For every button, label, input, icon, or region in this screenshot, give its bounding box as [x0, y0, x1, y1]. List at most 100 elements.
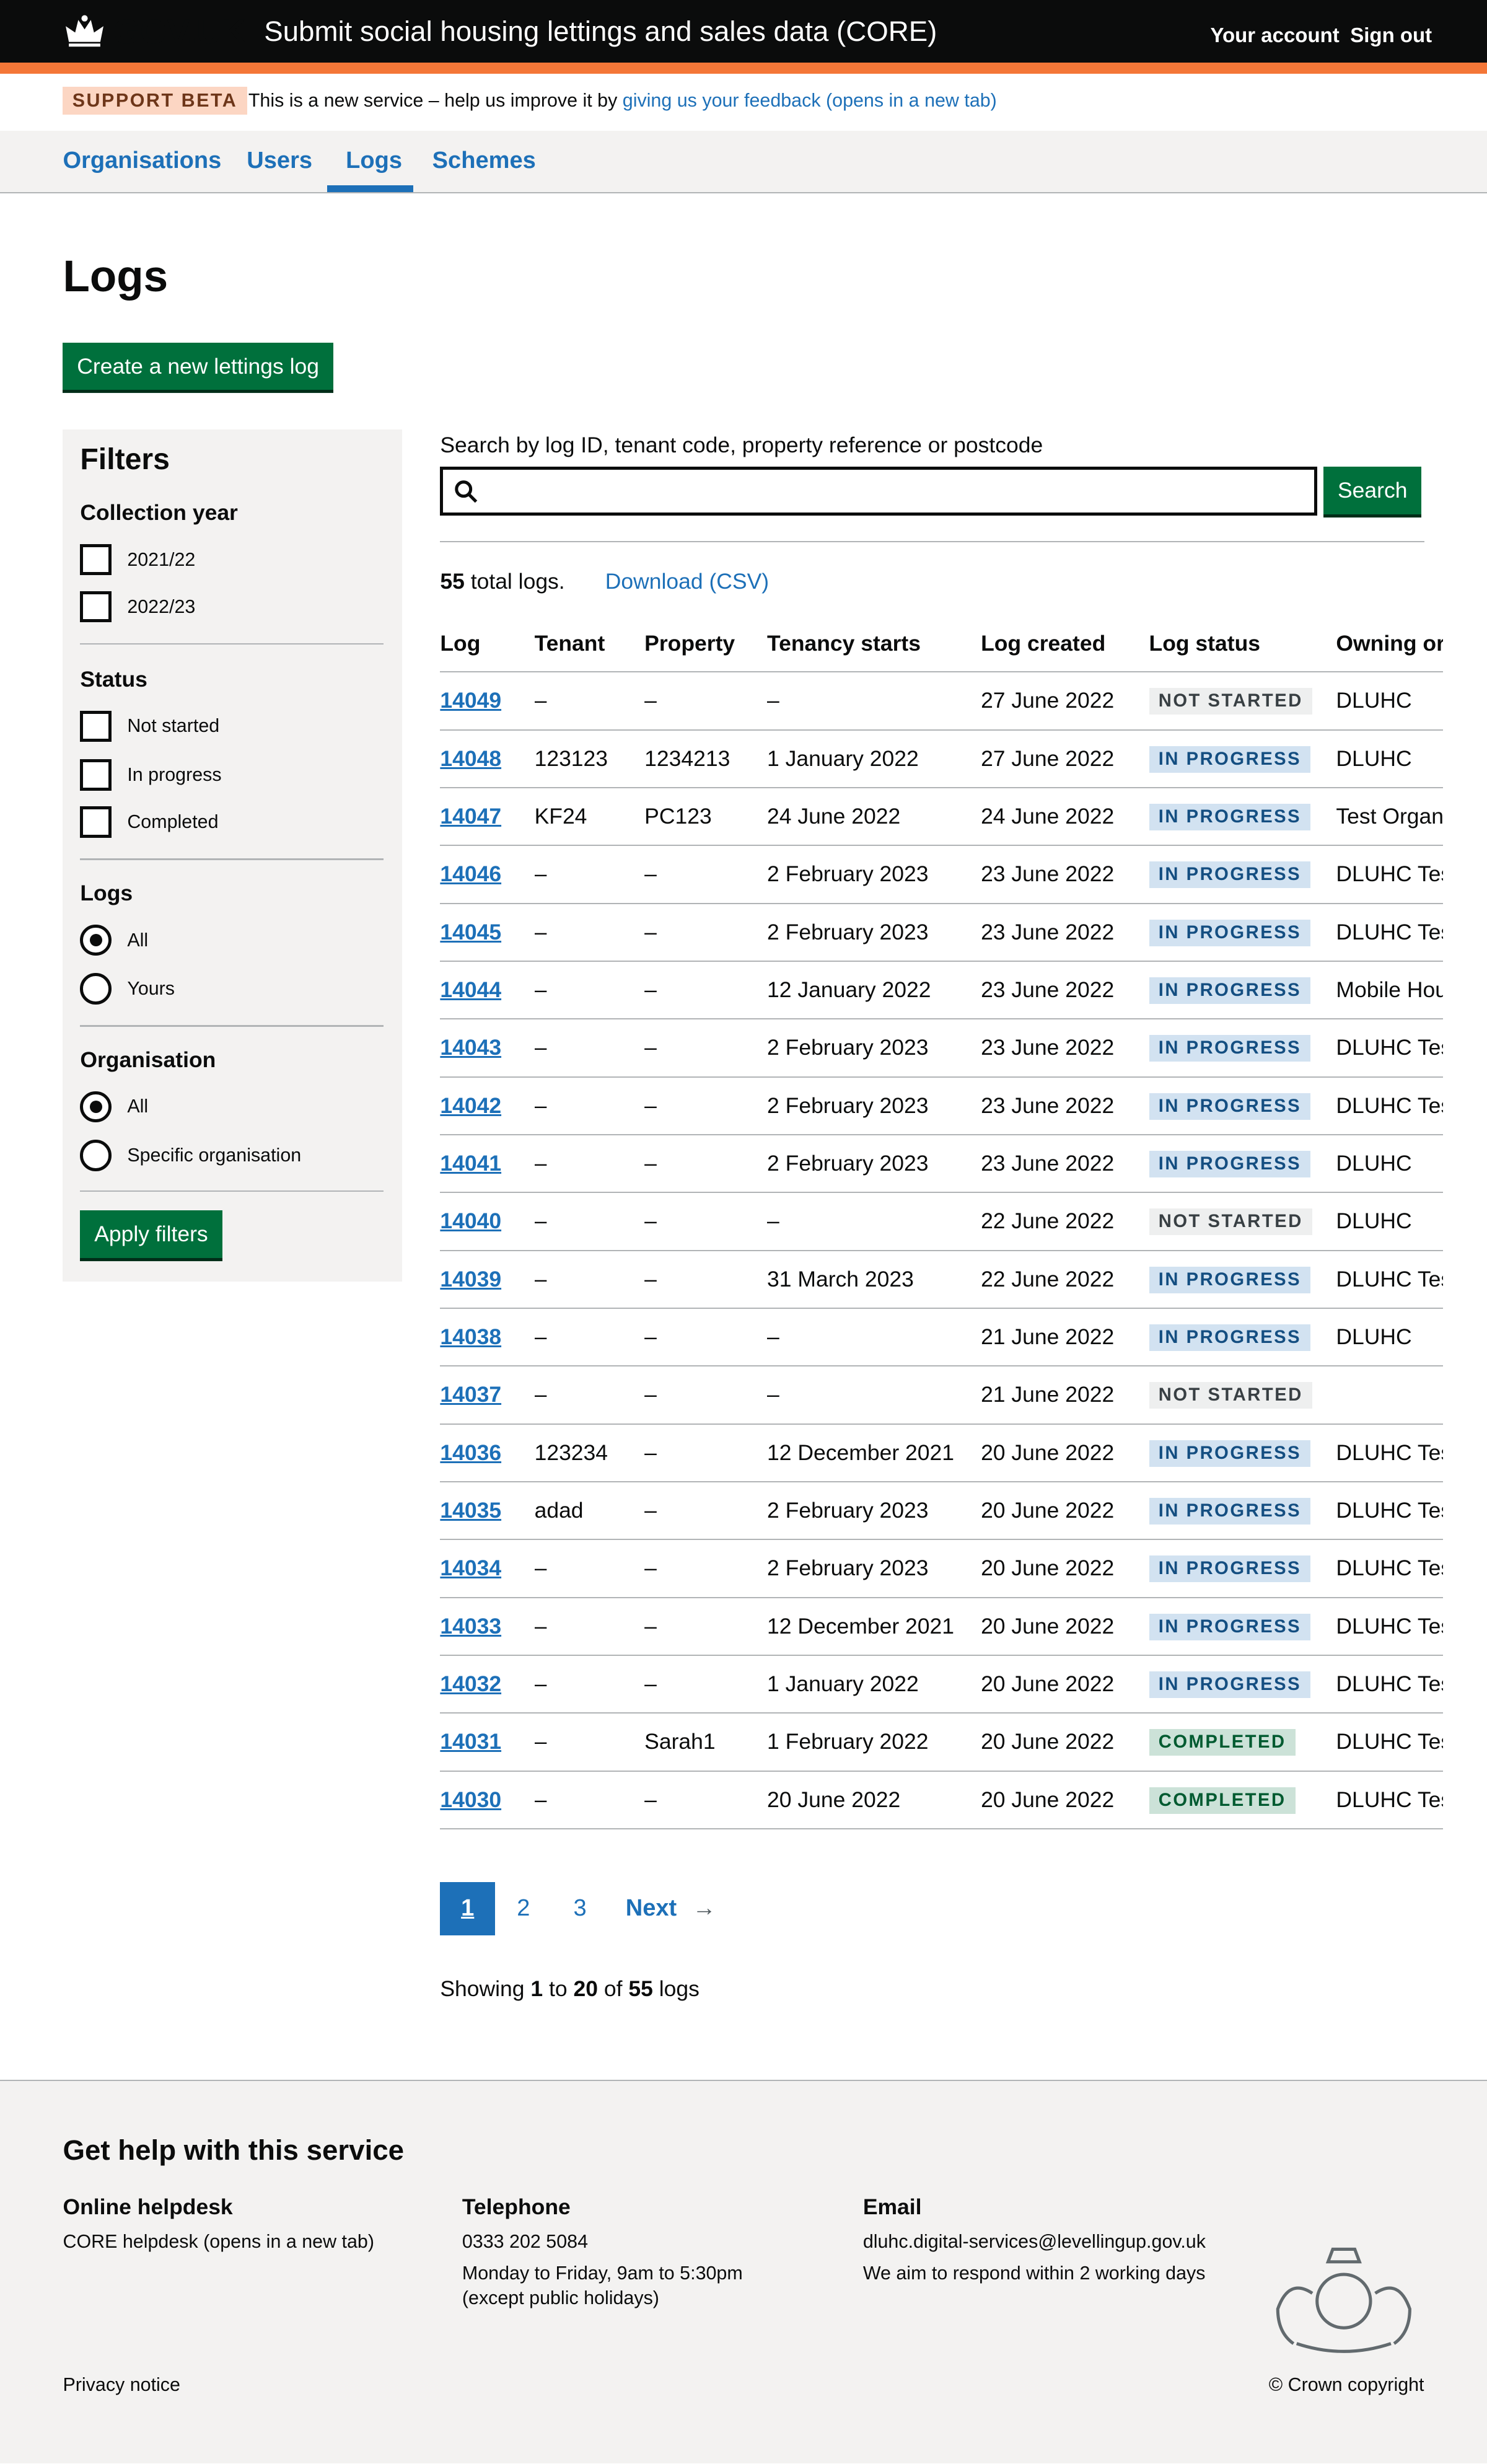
log-id-link[interactable]: 14047 — [440, 804, 502, 829]
showing-summary: Showing 1 to 20 of 55 logs — [440, 1976, 700, 2001]
log-id-link[interactable]: 14035 — [440, 1498, 502, 1523]
radio[interactable] — [80, 973, 112, 1005]
telephone-heading: Telephone — [462, 2194, 571, 2220]
pagination-page-3[interactable]: 3 — [573, 1895, 587, 1922]
column-header: Tenancy starts — [767, 616, 981, 673]
table-row: 14046– –2 February 2023 23 June 2022 IN PRO… — [440, 845, 1443, 904]
table-cell: 23 June 2022 — [981, 1134, 1149, 1194]
your-account-link[interactable]: Your account — [1210, 24, 1340, 47]
table-cell — [1336, 1366, 1443, 1425]
service-name[interactable]: Submit social housing lettings and sales… — [264, 15, 937, 48]
log-id-link[interactable]: 14049 — [440, 688, 502, 713]
email-link[interactable]: dluhc.digital-services@levellingup.gov.u… — [862, 2230, 1206, 2252]
table-cell: 23 June 2022 — [981, 1019, 1149, 1078]
table-row: 14047 KF24 PC123 24 June 2022 24 June 2022 IN… — [440, 787, 1443, 847]
checkbox-2022-23[interactable]: 2022/23 — [80, 591, 195, 623]
log-id-link[interactable]: 14041 — [440, 1151, 502, 1176]
table-cell: 14037 — [440, 1366, 535, 1425]
nav-schemes[interactable]: Schemes — [432, 147, 536, 174]
checkbox[interactable] — [80, 591, 112, 623]
radio-org-all[interactable]: All — [80, 1091, 148, 1123]
log-id-link[interactable]: 14032 — [440, 1671, 502, 1697]
table-cell: 2 February 2023 — [767, 903, 981, 962]
log-id-link[interactable]: 14036 — [440, 1440, 502, 1465]
log-id-link[interactable]: 14039 — [440, 1266, 502, 1291]
pagination-page-1[interactable]: 1 — [440, 1881, 496, 1936]
search-input[interactable] — [440, 467, 1317, 516]
table-cell: 14034 — [440, 1539, 535, 1598]
log-id-link[interactable]: 14037 — [440, 1382, 502, 1407]
log-id-link[interactable]: 14031 — [440, 1729, 502, 1754]
log-id-link[interactable]: 14045 — [440, 919, 502, 944]
log-id-link[interactable]: 14043 — [440, 1035, 502, 1060]
download-csv-link[interactable]: Download (CSV) — [605, 569, 770, 594]
log-id-link[interactable]: 14048 — [440, 746, 502, 771]
crown-copyright-link[interactable]: © Crown copyright — [1268, 2374, 1424, 2395]
collection-year-label: Collection year — [80, 499, 238, 525]
nav-users[interactable]: Users — [247, 147, 313, 174]
feedback-link[interactable]: giving us your feedback (opens in a new … — [622, 89, 997, 111]
status-badge: IN PROGRESS — [1149, 919, 1311, 946]
log-id-link[interactable]: 14046 — [440, 861, 502, 887]
log-id-link[interactable]: 14040 — [440, 1208, 502, 1234]
table-row: 14030– –20 June 2022 20 June 2022 COMPLETED… — [440, 1771, 1443, 1829]
checkbox[interactable] — [80, 759, 112, 791]
table-cell: – — [644, 1192, 768, 1251]
table-cell: 14036 — [440, 1423, 535, 1482]
checkbox[interactable] — [80, 543, 112, 576]
helpdesk-link[interactable]: CORE helpdesk (opens in a new tab) — [63, 2230, 374, 2252]
nav-logs[interactable]: Logs — [346, 147, 403, 174]
checkbox-not-started[interactable]: Not started — [80, 710, 219, 742]
log-id-link[interactable]: 14030 — [440, 1787, 502, 1812]
table-cell: – — [767, 1192, 981, 1251]
log-id-link[interactable]: 14042 — [440, 1093, 502, 1118]
apply-filters-button[interactable]: Apply filters — [80, 1210, 222, 1258]
table-cell: 24 June 2022 — [981, 787, 1149, 847]
radio[interactable] — [80, 1140, 112, 1171]
table-cell: – — [534, 1597, 645, 1656]
table-cell: 14042 — [440, 1076, 535, 1135]
radio[interactable] — [80, 1091, 112, 1123]
search-icon — [455, 480, 478, 503]
table-cell: – — [644, 1076, 768, 1135]
checkbox-in-progress[interactable]: In progress — [80, 759, 222, 791]
table-cell: IN PROGRESS — [1149, 903, 1336, 962]
pagination-page-2[interactable]: 2 — [517, 1895, 530, 1922]
table-cell: IN PROGRESS — [1149, 1076, 1336, 1135]
table-cell: 2 February 2023 — [767, 1539, 981, 1598]
nav-organisations[interactable]: Organisations — [63, 147, 222, 174]
table-cell: COMPLETED — [1149, 1771, 1336, 1829]
log-id-link[interactable]: 14033 — [440, 1613, 502, 1639]
radio-logs-yours[interactable]: Yours — [80, 973, 175, 1005]
table-row: 14038– – –21 June 2022 IN PROGRESS DLUHC — [440, 1308, 1443, 1367]
log-id-link[interactable]: 14044 — [440, 977, 502, 1003]
privacy-notice-link[interactable]: Privacy notice — [63, 2374, 180, 2395]
table-cell: DLUHC — [1336, 1134, 1443, 1194]
column-header: Property — [644, 616, 768, 673]
telephone-number: 0333 202 5084 — [462, 2230, 588, 2252]
search-button[interactable]: Search — [1323, 467, 1422, 514]
checkbox-2021-22[interactable]: 2021/22 — [80, 543, 195, 576]
sign-out-link[interactable]: Sign out — [1350, 24, 1432, 47]
table-cell: DLUHC — [1336, 672, 1443, 731]
radio-logs-all[interactable]: All — [80, 924, 148, 956]
checkbox[interactable] — [80, 806, 112, 838]
pagination-next[interactable]: Next → — [625, 1895, 716, 1922]
table-cell: – — [534, 1366, 645, 1425]
radio-org-specific[interactable]: Specific organisation — [80, 1140, 301, 1171]
radio[interactable] — [80, 924, 112, 956]
log-id-link[interactable]: 14038 — [440, 1324, 502, 1350]
status-badge: IN PROGRESS — [1149, 1093, 1311, 1120]
filters-title: Filters — [80, 442, 170, 476]
log-id-link[interactable]: 14034 — [440, 1555, 502, 1581]
crown-icon — [66, 15, 104, 47]
create-lettings-log-button[interactable]: Create a new lettings log — [63, 343, 333, 390]
table-header-row: Log Tenant Property Tenancy starts Log creat… — [440, 616, 1443, 673]
footer: Get help with this service Online helpde… — [0, 2080, 1487, 2464]
govuk-logo[interactable]: GOV.UK — [63, 11, 247, 51]
table-cell: 27 June 2022 — [981, 729, 1149, 788]
checkbox[interactable] — [80, 710, 112, 742]
checkbox-completed[interactable]: Completed — [80, 806, 219, 838]
table-cell: 23 June 2022 — [981, 903, 1149, 962]
column-header: Log status — [1149, 616, 1336, 673]
